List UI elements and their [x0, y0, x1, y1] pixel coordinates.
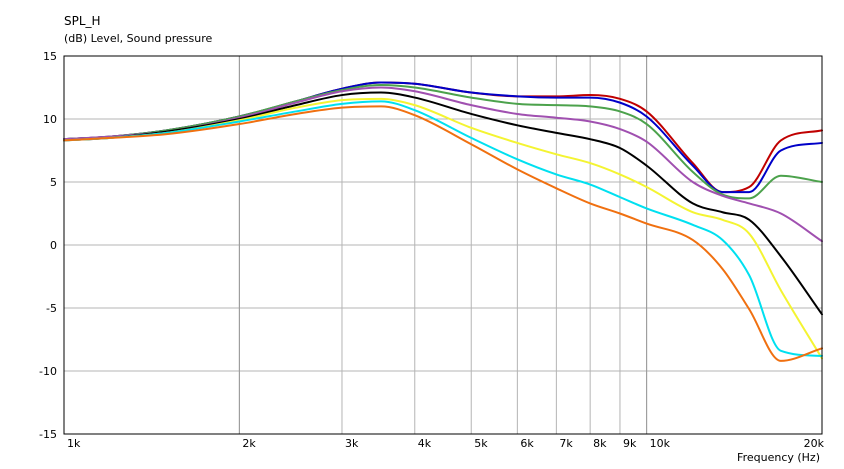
y-tick-label: -5 — [46, 302, 57, 315]
x-tick-labels: 1k 2k 3k 4k 5k 6k 7k 8k 9k 10k 20k — [67, 437, 825, 450]
series-line-7 — [63, 100, 823, 357]
x-tick-label: 10k — [650, 437, 671, 450]
x-tick-label: 2k — [242, 437, 256, 450]
x-tick-label: 9k — [623, 437, 637, 450]
x-axis-label: Frequency (Hz) — [737, 451, 820, 464]
y-tick-label: 0 — [50, 239, 57, 252]
y-tick-label: 5 — [50, 176, 57, 189]
x-tick-label: 1k — [67, 437, 81, 450]
series-line-5 — [63, 91, 823, 316]
y-tick-label: -10 — [39, 365, 57, 378]
x-tick-label: 6k — [520, 437, 534, 450]
y-tick-labels: 15 10 5 0 -5 -10 -15 — [39, 50, 57, 441]
series-line-8 — [63, 105, 823, 362]
y-tick-label: 15 — [43, 50, 57, 63]
chart-title: SPL_H — [64, 14, 101, 28]
plot-frame — [63, 55, 823, 435]
x-tick-label: 8k — [593, 437, 607, 450]
x-tick-label: 4k — [418, 437, 432, 450]
x-tick-label: 7k — [559, 437, 573, 450]
chart-subtitle: (dB) Level, Sound pressure — [64, 32, 213, 45]
y-tick-label: -15 — [39, 428, 57, 441]
series-line-3 — [63, 83, 823, 200]
grid-lines — [63, 55, 823, 435]
y-tick-label: 10 — [43, 113, 57, 126]
series-line-6 — [63, 97, 823, 360]
series-lines — [63, 81, 823, 362]
x-tick-label: 3k — [345, 437, 359, 450]
series-line-4 — [63, 86, 823, 243]
x-tick-label: 5k — [474, 437, 488, 450]
x-tick-label: 20k — [804, 437, 825, 450]
